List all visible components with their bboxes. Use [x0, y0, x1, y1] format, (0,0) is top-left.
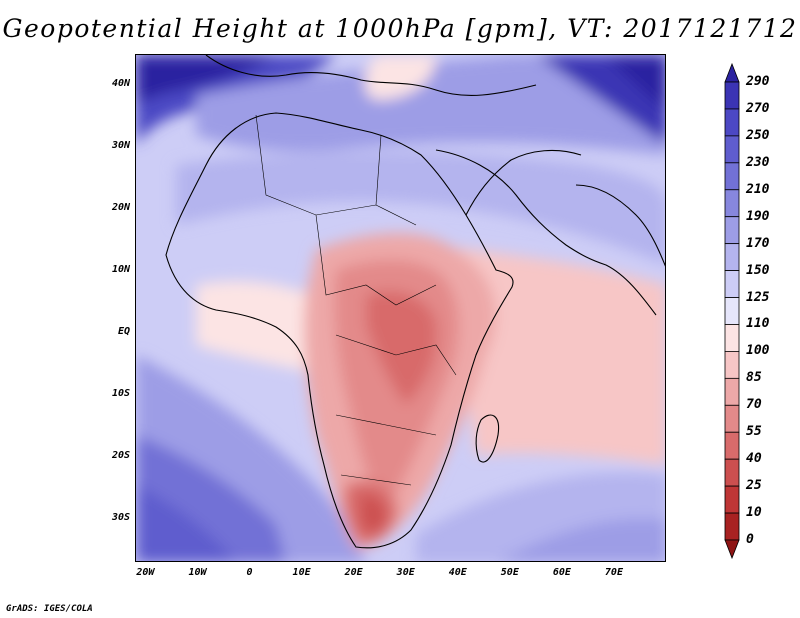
colorbar-cell — [724, 135, 740, 164]
map-plot-area — [135, 54, 666, 562]
colorbar-level-label: 290 — [746, 74, 770, 89]
colorbar-cell — [724, 458, 740, 487]
border-sahel — [315, 214, 437, 306]
lat-label: 10S — [111, 387, 130, 399]
contour-gulf-guinea — [196, 281, 336, 375]
contour-med-low — [364, 55, 436, 100]
lon-label: 20W — [136, 567, 155, 578]
lon-label: 10W — [188, 567, 207, 578]
colorbar-level-label: 100 — [746, 343, 770, 359]
coastlines — [165, 55, 665, 549]
contour-north-band — [196, 55, 665, 155]
colorbar-cell — [724, 270, 740, 298]
colorbar-cell — [724, 216, 740, 245]
colorbar-cell — [724, 297, 740, 325]
lon-label: 10E — [292, 567, 311, 578]
contour-sw-core — [136, 485, 235, 561]
height-field-contours — [136, 55, 665, 561]
colorbar-cell — [724, 431, 740, 460]
lat-label: 20S — [111, 449, 130, 461]
lat-label: 40N — [111, 77, 130, 89]
colorbar-level-label: 10 — [746, 505, 762, 521]
border-central — [335, 334, 457, 376]
colorbar-cell — [724, 351, 740, 379]
colorbar-level-label: 125 — [746, 289, 770, 305]
colorbar-cell — [724, 512, 740, 541]
colorbar-cell — [724, 324, 740, 352]
colorbar-cell — [724, 81, 740, 110]
lat-label: 30S — [111, 511, 130, 523]
colorbar-level-label: 250 — [746, 127, 770, 143]
colorbar-level-label: 150 — [746, 262, 770, 278]
lat-label: EQ — [117, 325, 130, 337]
lon-label: 70E — [604, 567, 623, 578]
colorbar-level-label: 170 — [746, 235, 770, 251]
colorbar-cell — [724, 404, 740, 433]
lon-label: 40E — [448, 567, 467, 578]
red-sea-gulf-coastline — [465, 149, 582, 216]
lon-label: 30E — [396, 567, 415, 578]
colorbar-level-label: 210 — [746, 181, 770, 197]
colorbar-cell — [724, 108, 740, 137]
contour-nw-core — [136, 55, 276, 103]
country-borders — [255, 114, 457, 486]
colorbar-level-label: 270 — [746, 100, 770, 116]
colorbar-cell — [724, 162, 740, 191]
colorbar-level-label: 190 — [746, 208, 770, 224]
contour-south-africa-core — [361, 494, 386, 532]
border-libya-egypt — [375, 134, 382, 206]
colorbar-level-label: 40 — [746, 451, 762, 467]
border-south-central — [335, 414, 437, 436]
colorbar-top-cap — [724, 62, 740, 83]
lon-label: 50E — [500, 567, 519, 578]
contour-ne-core — [606, 55, 665, 109]
madagascar-coastline — [475, 414, 500, 463]
colorbar-level-label: 70 — [746, 397, 762, 413]
contour-sahara — [176, 151, 665, 265]
asia-coastline — [575, 184, 665, 267]
colorbar-level-label: 230 — [746, 154, 770, 170]
lat-label: 30N — [111, 139, 130, 151]
colorbar-cell — [724, 377, 740, 406]
lon-label: 20E — [344, 567, 363, 578]
mediterranean-coastline — [205, 55, 537, 96]
credit-text: GrADS: IGES/COLA — [6, 604, 93, 614]
colorbar-level-label: 55 — [746, 424, 762, 440]
chart-title: Geopotential Height at 1000hPa [gpm], VT… — [2, 14, 798, 43]
colorbar-cell — [724, 485, 740, 514]
colorbar-level-label: 110 — [746, 316, 770, 332]
lat-label: 20N — [111, 201, 130, 213]
lon-label: 60E — [552, 567, 571, 578]
lon-label: 0 — [246, 567, 253, 578]
africa-coastline — [165, 112, 514, 549]
colorbar-level-label: 85 — [746, 370, 762, 386]
colorbar-cell — [724, 243, 740, 271]
colorbar-cell — [724, 189, 740, 218]
geopotential-map — [136, 55, 665, 561]
colorbar — [724, 62, 740, 560]
colorbar-bottom-cap — [724, 539, 740, 560]
arabia-india-coastline — [435, 149, 657, 316]
border-south — [340, 474, 412, 486]
colorbar-level-label: 0 — [746, 532, 754, 547]
contour-africa-core — [366, 291, 437, 405]
contour-se-high — [499, 518, 665, 561]
lat-label: 10N — [111, 263, 130, 275]
colorbar-level-label: 25 — [746, 478, 762, 494]
